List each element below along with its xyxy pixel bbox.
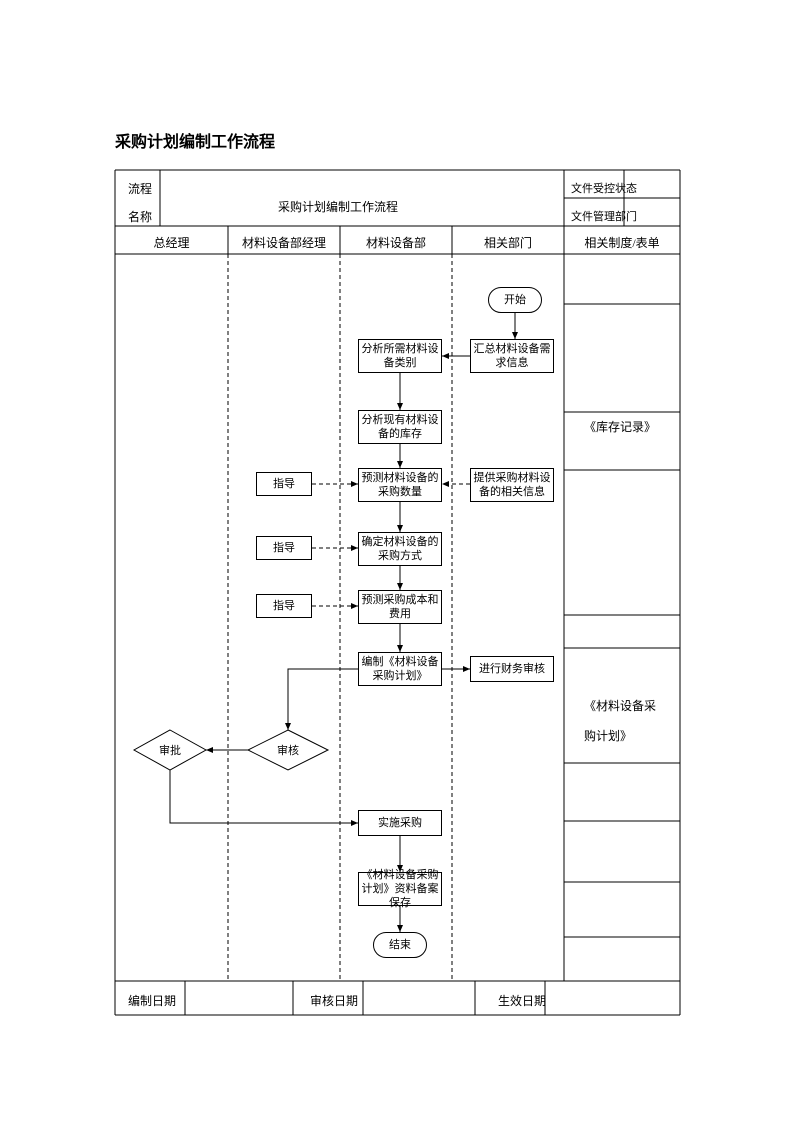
node-n2: 分析现有材料设备的库存 [358, 410, 442, 444]
col-1: 材料设备部经理 [228, 234, 340, 251]
col-0: 总经理 [115, 234, 228, 251]
node-g1: 指导 [256, 472, 312, 496]
header-left-bottom: 名称 [128, 208, 152, 225]
svg-text:审核: 审核 [277, 743, 299, 757]
footer-3: 生效日期 [498, 992, 546, 1009]
footer-2: 审核日期 [310, 992, 358, 1009]
header-rb: 文件管理部门 [571, 208, 637, 224]
header-rt: 文件受控状态 [571, 180, 637, 196]
right-note-2: 购计划》 [584, 727, 632, 744]
col-4: 相关制度/表单 [564, 234, 680, 251]
header-left-top: 流程 [128, 180, 152, 197]
node-g3: 指导 [256, 594, 312, 618]
node-n4: 确定材料设备的采购方式 [358, 532, 442, 566]
node-end: 结束 [373, 932, 427, 958]
node-n6: 编制《材料设备采购计划》 [358, 652, 442, 686]
col-3: 相关部门 [452, 234, 564, 251]
node-start: 开始 [488, 287, 542, 313]
node-n5: 预测采购成本和费用 [358, 590, 442, 624]
node-r1: 汇总材料设备需求信息 [470, 339, 554, 373]
node-r3: 进行财务审核 [470, 656, 554, 682]
col-2: 材料设备部 [340, 234, 452, 251]
node-g2: 指导 [256, 536, 312, 560]
footer-1: 编制日期 [128, 992, 176, 1009]
header-center: 采购计划编制工作流程 [278, 198, 398, 215]
node-r2: 提供采购材料设备的相关信息 [470, 468, 554, 502]
node-n8: 《材料设备采购计划》资料备案保存 [358, 872, 442, 906]
node-n3: 预测材料设备的采购数量 [358, 468, 442, 502]
node-n1: 分析所需材料设备类别 [358, 339, 442, 373]
svg-text:审批: 审批 [159, 743, 181, 757]
node-n7: 实施采购 [358, 810, 442, 836]
right-note-0: 《库存记录》 [584, 418, 656, 435]
right-note-1: 《材料设备采 [584, 697, 656, 714]
